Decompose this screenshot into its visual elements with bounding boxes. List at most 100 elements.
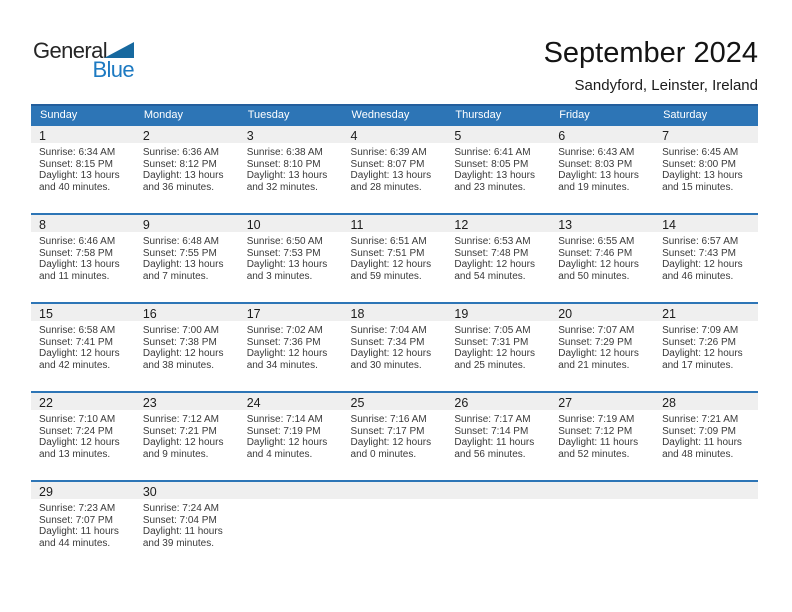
sunrise-line: Sunrise: 7:04 AM [350,325,427,336]
day-details: Sunrise: 7:24 AM Sunset: 7:04 PM Daylight:… [135,499,239,549]
daylight-line: Daylight: 12 hours [454,259,535,271]
sunrise-line: Sunrise: 6:58 AM [39,325,116,336]
day-number-band [238,482,343,499]
sunrise-line: Sunrise: 7:17 AM [454,414,531,425]
day-details: Sunrise: 7:02 AM Sunset: 7:36 PM Daylight:… [239,321,343,371]
day-cell-6: 6 Sunrise: 6:43 AM Sunset: 8:03 PM Daylight… [550,124,655,214]
day-details: Sunrise: 7:14 AM Sunset: 7:19 PM Daylight:… [239,410,343,460]
weekday-header-tuesday: Tuesday [238,104,343,125]
daylight-line: Daylight: 13 hours [142,259,224,271]
day-cell-13: 13 Sunrise: 6:55 AM Sunset: 7:46 PM Dayligh… [550,213,655,303]
day-number-band: 17 [238,304,343,321]
day-details: Sunrise: 7:10 AM Sunset: 7:24 PM Daylight:… [31,410,135,460]
daylight-line: Daylight: 13 hours [454,170,535,182]
day-number-band: 13 [550,215,655,232]
day-details: Sunrise: 7:07 AM Sunset: 7:29 PM Daylight:… [550,321,654,371]
daylight-line-2: and 40 minutes. [39,181,111,193]
day-number: 14 [662,218,676,232]
day-number-band: 30 [134,482,239,499]
sunrise-line: Sunrise: 6:45 AM [662,147,739,158]
daylight-line-2: and 0 minutes. [350,448,417,460]
day-details: Sunrise: 7:21 AM Sunset: 7:09 PM Daylight:… [654,410,758,460]
day-number-band: 16 [134,304,239,321]
sunrise-line: Sunrise: 6:41 AM [454,147,531,158]
location-subtitle: Sandyford, Leinster, Ireland [574,76,758,94]
sunrise-line: Sunrise: 6:43 AM [558,147,635,158]
daylight-line: Daylight: 13 hours [142,170,224,182]
day-number-band: 11 [342,215,447,232]
weekday-header-monday: Monday [134,104,239,125]
daylight-line-2: and 52 minutes. [558,448,630,460]
day-number: 18 [350,307,365,321]
day-cell-25: 25 Sunrise: 7:16 AM Sunset: 7:17 PM Dayligh… [342,391,447,481]
day-number-band: 8 [31,215,135,232]
sunset-line: Sunset: 7:09 PM [662,425,736,437]
daylight-line-2: and 34 minutes. [246,359,318,371]
sunrise-line: Sunrise: 7:00 AM [142,325,219,336]
daylight-line: Daylight: 12 hours [142,437,224,449]
day-number-band [342,482,447,499]
day-number-band: 14 [654,215,758,232]
sunset-line: Sunset: 7:07 PM [39,514,113,526]
day-number: 15 [39,307,53,321]
daylight-line-2: and 17 minutes. [662,359,734,371]
daylight-line: Daylight: 12 hours [558,348,639,360]
sunrise-line: Sunrise: 6:46 AM [39,236,116,247]
daylight-line: Daylight: 13 hours [558,170,639,182]
day-details: Sunrise: 6:46 AM Sunset: 7:58 PM Daylight:… [31,232,135,282]
day-cell-21: 21 Sunrise: 7:09 AM Sunset: 7:26 PM Dayligh… [654,302,758,392]
week-row-2: 8 Sunrise: 6:46 AM Sunset: 7:58 PM Daylight… [31,213,758,303]
sunset-line: Sunset: 7:19 PM [246,425,321,437]
sunset-line: Sunset: 7:14 PM [454,425,529,437]
day-number-band: 12 [446,215,551,232]
daylight-line: Daylight: 11 hours [39,526,119,538]
daylight-line: Daylight: 12 hours [662,348,743,360]
day-cell-7: 7 Sunrise: 6:45 AM Sunset: 8:00 PM Daylight… [654,124,758,214]
logo-row: General [33,40,135,62]
daylight-line: Daylight: 13 hours [350,170,432,182]
day-number: 28 [662,396,676,410]
weekday-header-thursday: Thursday [446,104,551,125]
day-number: 9 [142,218,150,232]
day-cell-20: 20 Sunrise: 7:07 AM Sunset: 7:29 PM Dayligh… [550,302,655,392]
day-number-band: 27 [550,393,655,410]
logo-triangle-icon [104,42,135,58]
day-number: 25 [350,396,365,410]
day-details: Sunrise: 6:43 AM Sunset: 8:03 PM Daylight:… [550,143,654,193]
sunset-line: Sunset: 7:36 PM [246,336,321,348]
title-block: September 2024 Sandyford, Leinster, Irel… [134,34,758,94]
day-number-band: 28 [654,393,758,410]
sunrise-line: Sunrise: 7:19 AM [558,414,635,425]
daylight-line: Daylight: 13 hours [39,259,120,271]
day-cell-14: 14 Sunrise: 6:57 AM Sunset: 7:43 PM Dayligh… [654,213,758,303]
sunrise-line: Sunrise: 7:10 AM [39,414,116,425]
day-number: 21 [662,307,676,321]
sunrise-line: Sunrise: 6:53 AM [454,236,531,247]
daylight-line: Daylight: 12 hours [350,437,432,449]
day-number: 11 [350,218,364,232]
daylight-line: Daylight: 11 hours [454,437,535,449]
logo-text-blue: Blue [92,57,135,82]
sunset-line: Sunset: 7:17 PM [350,425,425,437]
daylight-line: Daylight: 12 hours [662,259,743,271]
day-details: Sunrise: 6:34 AM Sunset: 8:15 PM Daylight:… [31,143,135,193]
week-row-5: 29 Sunrise: 7:23 AM Sunset: 7:07 PM Dayligh… [31,480,758,570]
sunrise-line: Sunrise: 7:23 AM [39,503,116,514]
day-number: 7 [662,129,670,143]
sunrise-line: Sunrise: 6:48 AM [142,236,219,247]
day-cell-28: 28 Sunrise: 7:21 AM Sunset: 7:09 PM Dayligh… [654,391,758,481]
sunrise-line: Sunrise: 6:34 AM [39,147,116,158]
daylight-line-2: and 4 minutes. [246,448,313,460]
daylight-line-2: and 50 minutes. [558,270,630,282]
day-cell-29: 29 Sunrise: 7:23 AM Sunset: 7:07 PM Dayligh… [31,480,135,570]
daylight-line-2: and 19 minutes. [558,181,630,193]
sunset-line: Sunset: 7:58 PM [39,247,113,259]
day-number: 19 [454,307,469,321]
week-row-3: 15 Sunrise: 6:58 AM Sunset: 7:41 PM Dayligh… [31,302,758,392]
day-details: Sunrise: 6:48 AM Sunset: 7:55 PM Daylight:… [135,232,239,282]
daylight-line-2: and 46 minutes. [662,270,734,282]
sunrise-line: Sunrise: 6:50 AM [246,236,323,247]
daylight-line: Daylight: 12 hours [350,259,432,271]
day-cell-15: 15 Sunrise: 6:58 AM Sunset: 7:41 PM Dayligh… [31,302,135,392]
sunset-line: Sunset: 7:29 PM [558,336,633,348]
